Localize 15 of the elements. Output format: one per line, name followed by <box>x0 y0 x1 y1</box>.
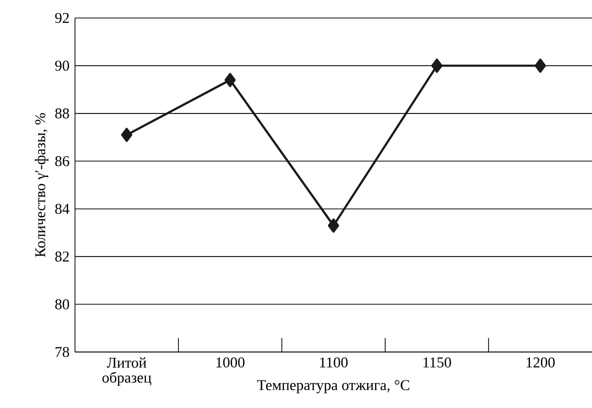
x-tick-label: 1100 <box>320 357 348 368</box>
y-tick-label: 86 <box>55 156 70 166</box>
y-tick-label: 88 <box>55 108 70 118</box>
x-tick-label: 1150 <box>424 357 452 368</box>
y-tick-label: 92 <box>55 12 69 24</box>
x-axis-title: Температура отжига, °C <box>257 380 410 394</box>
y-axis-title: Количество γ′-фазы, % <box>34 113 48 257</box>
x-tick-label: Литой образец <box>102 357 152 386</box>
y-tick-label: 78 <box>56 346 70 358</box>
x-tick-label: 1200 <box>526 357 555 368</box>
x-tick-label: 1000 <box>216 357 244 368</box>
y-tick-label: 84 <box>55 204 70 214</box>
y-tick-label: 80 <box>55 299 70 310</box>
y-tick-label: 90 <box>55 60 70 71</box>
y-tick-label: 82 <box>55 252 69 262</box>
